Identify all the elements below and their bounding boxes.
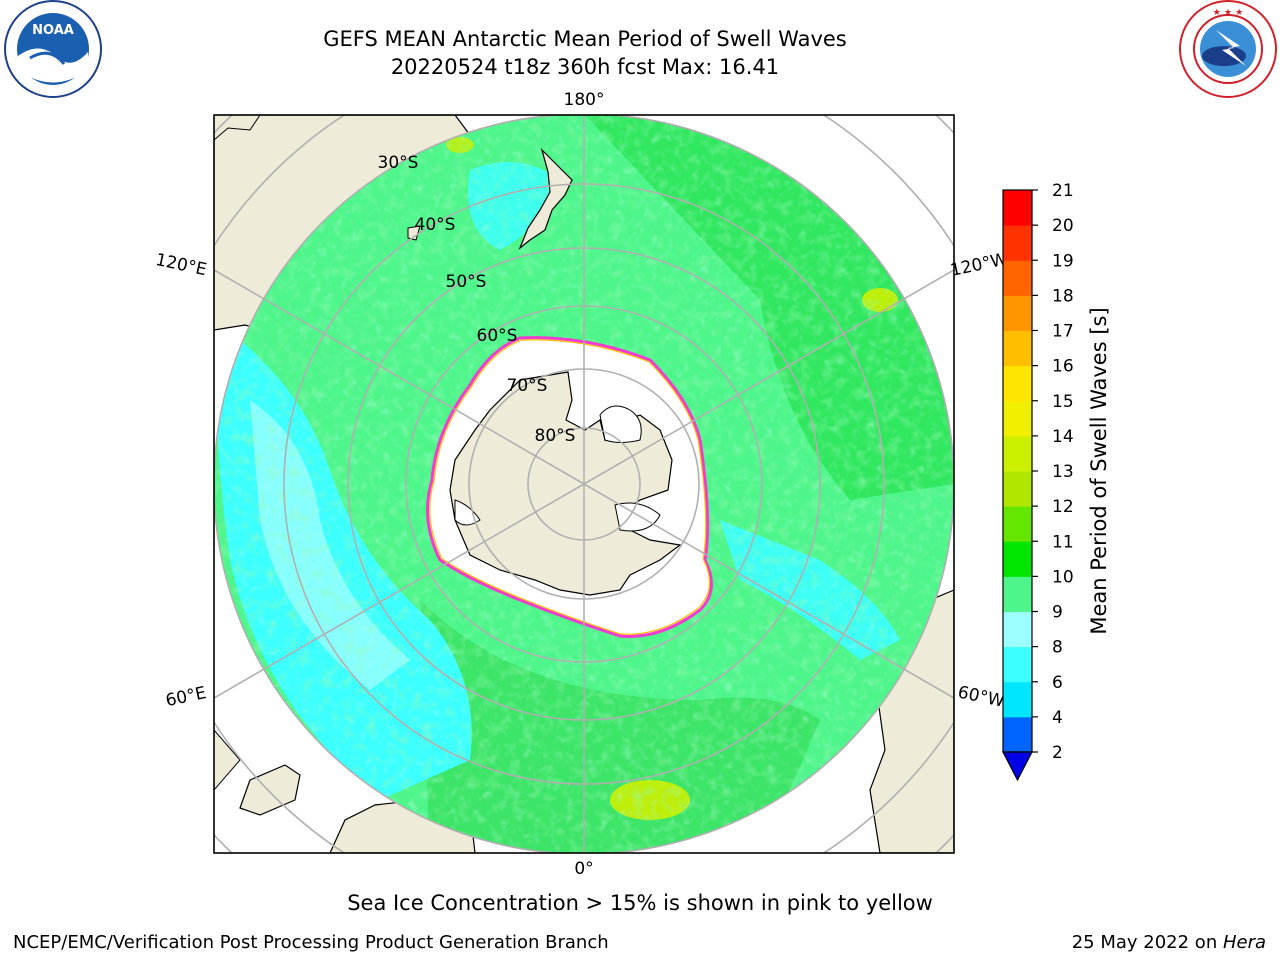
lon-label-0: 0° [574,859,593,879]
lon-label-120w: 120°W [949,249,1010,281]
colorbar-swatch [1003,611,1032,648]
footer-date-text: 25 May 2022 on [1071,932,1223,953]
colorbar-under-arrow [1002,751,1033,782]
colorbar-swatch [1003,190,1032,226]
lat-label-60s: 60°S [477,326,518,346]
colorbar-swatch [1003,365,1032,402]
sea-ice-note: Sea Ice Concentration > 15% is shown in … [347,891,933,915]
map-frame [213,114,955,854]
colorbar-tick-label: 8 [1052,638,1063,658]
colorbar-tick-label: 19 [1052,251,1074,271]
colorbar-tick-label: 17 [1052,322,1074,342]
colorbar-tick-label: 9 [1052,603,1063,623]
map-panel: 180° 0° 120°E 120°W 60°E 60°W 30°S 40°S … [154,90,1010,879]
colorbar-swatch [1003,330,1032,367]
colorbar-swatch [1003,681,1032,718]
graticule [214,115,954,853]
nws-logo: ★ ★ ★ [1179,0,1277,98]
colorbar-tick-label: 15 [1052,392,1074,412]
chart-subtitle: 20220524 t18z 360h fcst Max: 16.41 [390,55,780,79]
footer-date: 25 May 2022 on Hera [1072,932,1266,953]
colorbar-swatch [1003,225,1032,261]
lat-label-80s: 80°S [535,426,576,446]
colorbar-swatch [1003,646,1032,683]
footer-host: Hera [1222,932,1266,953]
colorbar-tick-label: 13 [1052,462,1074,482]
colorbar-swatch [1003,435,1032,472]
colorbar: 2 4 6 8 9 10 11 12 13 14 15 16 17 18 19 20 21 Mean Perio… [1002,181,1111,782]
colorbar-title: Mean Period of Swell Waves [s] [1087,307,1111,634]
lat-label-70s: 70°S [507,376,548,396]
noaa-logo-text: NOAA [32,23,74,38]
land-new-zealand [518,147,573,250]
svg-text:★ ★ ★: ★ ★ ★ [1213,8,1243,18]
colorbar-tick-label: 20 [1052,216,1074,236]
lon-label-60e: 60°E [164,683,208,711]
colorbar-tick-label: 12 [1052,497,1074,517]
lon-label-120e: 120°E [154,250,209,280]
colorbar-swatch [1003,471,1032,507]
colorbar-swatch [1003,716,1032,753]
land-madagascar [239,764,301,816]
colorbar-swatch [1003,506,1032,542]
colorbar-tick-label: 16 [1052,357,1074,377]
noaa-logo: NOAA [4,0,102,98]
lat-label-40s: 40°S [415,215,456,235]
colorbar-tick-label: 18 [1052,286,1074,306]
lat-label-50s: 50°S [446,272,487,292]
lon-label-60w: 60°W [956,682,1006,711]
colorbar-tick-label: 6 [1052,673,1063,693]
colorbar-tick-label: 2 [1052,743,1063,763]
lat-label-30s: 30°S [378,153,419,173]
colorbar-tick-label: 10 [1052,567,1074,587]
lon-label-180: 180° [564,90,605,110]
colorbar-swatch [1003,576,1032,612]
colorbar-tick-label: 4 [1052,708,1063,728]
colorbar-swatch [1003,400,1032,437]
colorbar-swatch [1003,260,1032,296]
colorbar-swatch [1003,541,1032,577]
colorbar-tick-label: 11 [1052,532,1074,552]
colorbar-tick-label: 21 [1052,181,1074,201]
colorbar-tick-label: 14 [1052,427,1074,447]
colorbar-swatch [1003,295,1032,331]
chart-title: GEFS MEAN Antarctic Mean Period of Swell… [323,27,847,51]
footer-credit: NCEP/EMC/Verification Post Processing Pr… [13,932,609,953]
